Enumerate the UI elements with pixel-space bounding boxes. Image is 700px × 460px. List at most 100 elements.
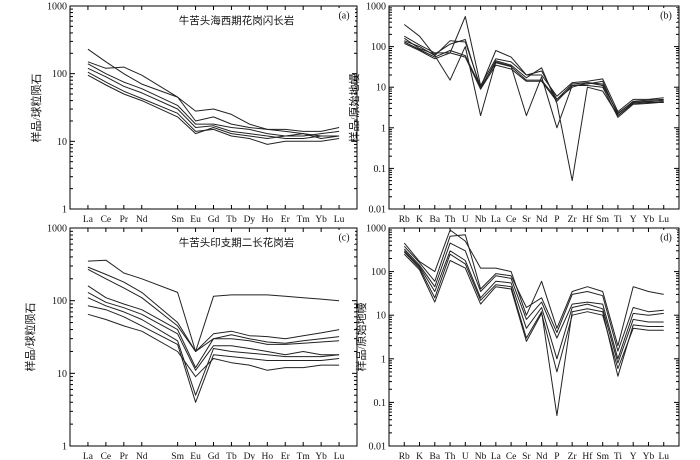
x-tick-label: Zr	[568, 215, 578, 225]
series-line-2	[87, 61, 340, 132]
series-line-3	[87, 63, 340, 137]
x-tick-label: Tm	[297, 215, 311, 225]
series-line-3	[87, 268, 340, 352]
panel-label: (b)	[660, 11, 672, 22]
panel-title: 牛苦头海西期花岗闪长岩	[179, 14, 295, 27]
x-tick-label: Ti	[614, 215, 622, 225]
x-tick-label: Eu	[190, 452, 201, 460]
y-tick-label: 1000	[47, 2, 67, 13]
series-line-7	[87, 305, 340, 403]
x-tick-label: Sm	[596, 215, 609, 225]
x-tick-label: Nb	[475, 452, 487, 460]
x-tick-label: Ti	[614, 452, 622, 460]
x-tick-label: Y	[630, 452, 637, 460]
x-tick-label: Hf	[582, 214, 593, 225]
x-tick-label: Lu	[334, 452, 345, 460]
y-tick-label: 1000	[47, 224, 67, 235]
x-tick-label: Zr	[568, 452, 578, 460]
y-tick-label: 1	[62, 205, 67, 216]
series-line-1	[87, 48, 340, 137]
panel-title: 牛苦头印支期二长花岗岩	[179, 236, 295, 249]
y-tick-label: 100	[52, 296, 67, 307]
y-tick-label: 100	[52, 69, 67, 80]
y-tick-label: 1000	[366, 224, 386, 235]
series-line-4	[404, 40, 664, 129]
series-line-4	[87, 67, 340, 139]
x-tick-label: Nd	[136, 215, 148, 225]
x-tick-label: Dy	[244, 452, 256, 460]
x-tick-label: Tm	[297, 452, 311, 460]
panel-label-bg	[655, 230, 677, 244]
x-tick-label: Ba	[430, 215, 441, 225]
x-tick-label: Th	[445, 215, 456, 225]
x-tick-label: P	[554, 452, 559, 460]
series-line-1	[403, 24, 664, 113]
x-tick-label: Yb	[315, 215, 327, 225]
x-tick-label: Sm	[596, 452, 609, 460]
series-line-6	[87, 74, 340, 139]
panel-label-bg	[333, 8, 355, 22]
series-line-5	[404, 41, 664, 114]
x-tick-label: Pr	[120, 215, 129, 225]
y-tick-label: 1	[62, 442, 67, 453]
series-line-2	[87, 266, 340, 352]
y-tick-label: 0.1	[374, 398, 387, 409]
x-tick-label: Lu	[334, 215, 345, 225]
x-tick-label: Ce	[101, 215, 112, 225]
panel-a: 1 10 100 1000 La Ce Pr Nd Sm Eu Gd Tb Dy Ho Er Tm Yb Lu (a…	[29, 2, 358, 225]
x-tick-label: Tb	[226, 452, 237, 460]
x-tick-label: U	[462, 215, 469, 225]
x-tick-label: La	[83, 452, 94, 460]
series-line-5	[403, 251, 664, 416]
plot-frame	[69, 5, 358, 210]
x-tick-label: La	[83, 215, 94, 225]
x-tick-label: Ce	[506, 215, 517, 225]
series-line-4	[87, 285, 340, 369]
plot-frame	[388, 227, 680, 447]
series-line-6	[403, 253, 664, 373]
x-tick-label: Er	[281, 215, 291, 225]
y-tick-label: 1000	[366, 2, 386, 13]
x-tick-label: K	[416, 215, 423, 225]
series-line-4	[403, 250, 664, 364]
y-tick-label: 100	[371, 267, 386, 278]
x-tick-label: Tb	[226, 215, 237, 225]
x-tick-label: Er	[281, 452, 291, 460]
series-line-5	[87, 71, 340, 145]
x-tick-label: Nd	[136, 452, 148, 460]
series-line-5	[87, 291, 340, 371]
x-tick-label: Ho	[262, 215, 274, 225]
panel-c: 1 10 100 1000 La Ce Pr Nd Sm Eu Gd Tb Dy Ho Er Tm Yb Lu (c…	[23, 224, 358, 460]
panel-label: (a)	[338, 11, 349, 22]
x-tick-label: Ce	[101, 452, 112, 460]
y-tick-label: 1	[381, 123, 386, 134]
x-tick-label: Ba	[430, 452, 441, 460]
panel-b: 0.01 0.1 1 10 100 1000 Rb K Ba Th U Nb La Ce Sr Nd P Zr Hf…	[347, 2, 680, 225]
panel-d: 0.01 0.1 1 10 100 1000 Rb K Ba Th U Nb La Ce Sr Nd P Zr Hf…	[354, 224, 680, 460]
series-line-3	[404, 37, 664, 182]
y-axis-label: 样品/球粒陨石	[29, 73, 43, 142]
y-axis-label: 样品/原始地幔	[347, 73, 361, 142]
x-tick-label: Gd	[208, 452, 220, 460]
x-tick-label: Ho	[262, 452, 274, 460]
x-tick-label: Dy	[244, 215, 256, 225]
x-tick-label: Eu	[190, 215, 201, 225]
x-tick-label: Sr	[522, 452, 531, 460]
y-tick-label: 1	[381, 354, 386, 365]
x-tick-label: Rb	[399, 452, 410, 460]
x-tick-label: Gd	[208, 215, 220, 225]
panel-label: (d)	[660, 233, 672, 244]
panel-label-bg	[333, 230, 355, 244]
x-tick-label: Sm	[171, 452, 184, 460]
series-line-2	[404, 16, 664, 115]
plot-frame	[388, 5, 680, 210]
y-tick-label: 0.01	[369, 442, 387, 453]
x-tick-label: Yb	[315, 452, 327, 460]
series-line-1	[403, 229, 664, 347]
x-tick-label: Nd	[536, 215, 548, 225]
series-line-8	[87, 313, 340, 378]
x-tick-label: Th	[445, 452, 456, 460]
y-tick-label: 10	[57, 137, 67, 148]
x-tick-label: La	[491, 452, 502, 460]
